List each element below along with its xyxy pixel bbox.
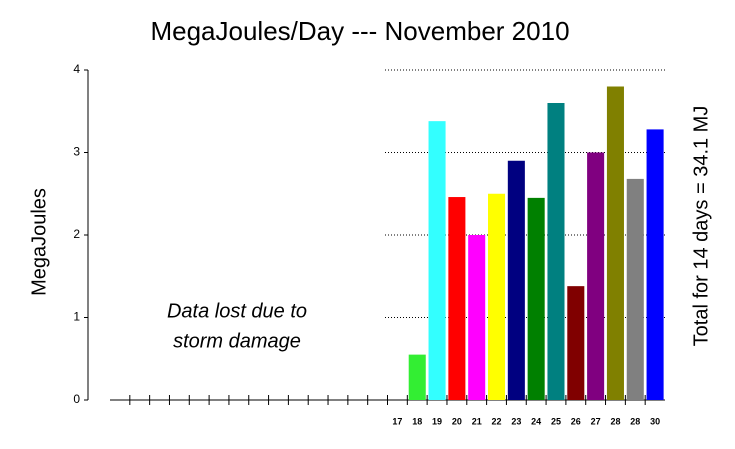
y-tick-label: 3 bbox=[73, 145, 80, 159]
x-tick-label: 20 bbox=[452, 416, 462, 426]
y-axis-label: MegaJoules bbox=[28, 188, 50, 296]
bar bbox=[448, 197, 466, 400]
bar bbox=[547, 103, 565, 400]
x-tick-label: 19 bbox=[432, 416, 442, 426]
bar bbox=[646, 129, 664, 400]
bar bbox=[527, 197, 545, 400]
y-tick-label: 4 bbox=[73, 62, 80, 76]
side-label: Total for 14 days = 34.1 MJ bbox=[690, 106, 712, 347]
x-tick-label: 17 bbox=[392, 416, 402, 426]
bar bbox=[507, 160, 525, 400]
x-tick-label: 27 bbox=[591, 416, 601, 426]
y-tick-label: 0 bbox=[73, 392, 80, 406]
x-tick-label: 26 bbox=[571, 416, 581, 426]
bar bbox=[408, 354, 426, 400]
x-tick-label: 30 bbox=[650, 416, 660, 426]
bar bbox=[567, 286, 585, 400]
x-tick-label: 21 bbox=[472, 416, 482, 426]
y-tick-label: 1 bbox=[73, 310, 80, 324]
bar bbox=[487, 193, 506, 400]
x-tick-label: 24 bbox=[531, 416, 541, 426]
x-tick-label: 28 bbox=[630, 416, 640, 426]
bar bbox=[626, 178, 644, 400]
annotation: Data lost due to bbox=[167, 300, 307, 322]
annotation: storm damage bbox=[173, 330, 301, 352]
bar bbox=[468, 235, 486, 400]
y-tick-label: 2 bbox=[73, 227, 80, 241]
chart-title: MegaJoules/Day --- November 2010 bbox=[150, 16, 569, 46]
x-tick-label: 23 bbox=[511, 416, 521, 426]
bar bbox=[428, 121, 446, 401]
bar bbox=[606, 86, 624, 400]
x-tick-label: 22 bbox=[492, 416, 502, 426]
x-tick-label: 28 bbox=[610, 416, 620, 426]
bar bbox=[587, 152, 605, 400]
x-tick-label: 25 bbox=[551, 416, 561, 426]
x-tick-label: 18 bbox=[412, 416, 422, 426]
